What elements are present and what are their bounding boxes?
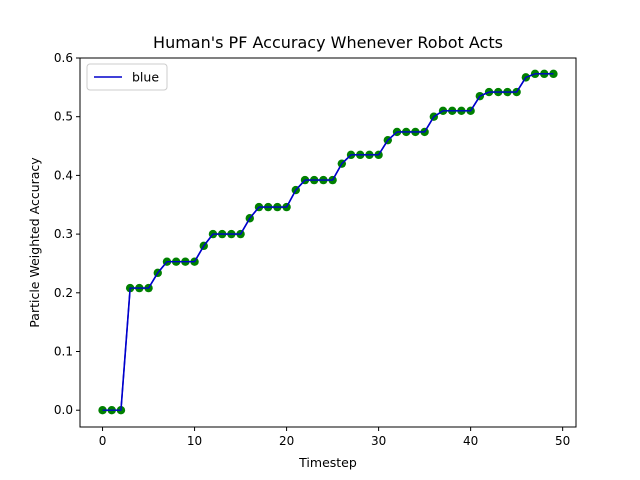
x-tick-label: 20 [279,434,294,448]
x-axis-label: Timestep [298,455,357,470]
legend-label-blue: blue [132,70,159,85]
y-tick-label: 0.3 [54,227,73,241]
plot-frame [79,57,577,428]
chart-title: Human's PF Accuracy Whenever Robot Acts [153,33,503,52]
y-tick-label: 0.6 [54,51,73,65]
y-axis-label: Particle Weighted Accuracy [27,157,42,328]
x-tick-label: 10 [187,434,202,448]
data-point [98,406,107,415]
x-tick-label: 0 [99,434,107,448]
x-tick-label: 50 [555,434,570,448]
x-tick-label: 40 [463,434,478,448]
x-tick-label: 30 [371,434,386,448]
y-axis-ticks: 0.0 0.1 0.2 0.3 0.4 0.5 0.6 [54,51,80,417]
series-line-overlay-blue [102,73,554,411]
legend: blue [86,63,168,91]
y-tick-label: 0.2 [54,286,73,300]
y-tick-label: 0.0 [54,403,73,417]
x-axis-ticks: 0 10 20 30 40 50 [99,427,570,448]
y-tick-label: 0.4 [54,168,73,182]
data-point [549,69,558,79]
legend-box [86,63,168,91]
plot-area [80,58,576,427]
series-layer [98,69,558,415]
y-tick-label: 0.1 [54,345,73,359]
y-tick-label: 0.5 [54,110,73,124]
